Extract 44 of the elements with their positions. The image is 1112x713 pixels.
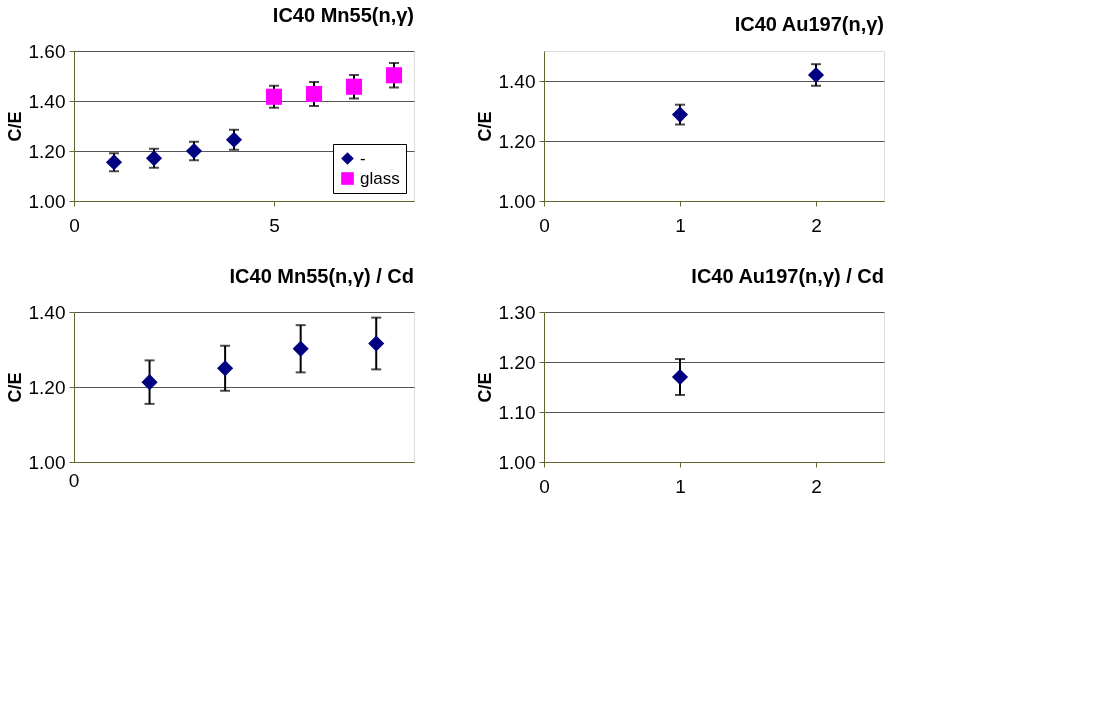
y-tick-label: 1.20 bbox=[28, 140, 66, 162]
y-tick-label: 1.30 bbox=[498, 301, 536, 323]
y-tick-label: 1.00 bbox=[498, 190, 536, 212]
y-tick-label: 1.20 bbox=[28, 376, 66, 398]
chart-title: IC40 Mn55(n,γ) bbox=[272, 4, 414, 26]
point bbox=[385, 67, 403, 84]
point bbox=[105, 154, 123, 171]
y-axis-title: C/E bbox=[474, 111, 495, 142]
point bbox=[305, 85, 323, 103]
point bbox=[368, 335, 385, 352]
chart-title: IC40 Au197(n,γ) / Cd bbox=[691, 265, 884, 287]
point bbox=[225, 131, 243, 148]
x-tick-label: 0 bbox=[539, 475, 550, 497]
y-tick-label: 1.20 bbox=[498, 130, 536, 152]
x-tick-label: 1 bbox=[675, 475, 686, 497]
point bbox=[265, 88, 283, 105]
y-tick-label: 1.00 bbox=[28, 190, 66, 212]
x-tick-label: 0 bbox=[69, 214, 80, 236]
y-tick-label: 1.60 bbox=[28, 40, 66, 62]
point bbox=[185, 142, 203, 160]
y-axis-title: C/E bbox=[4, 372, 25, 403]
y-tick-label: 1.00 bbox=[498, 451, 536, 473]
point bbox=[217, 360, 234, 377]
x-tick-label: 0 bbox=[539, 214, 550, 236]
y-tick-label: 1.10 bbox=[498, 401, 536, 423]
y-tick-label: 1.40 bbox=[28, 301, 66, 323]
x-tick-label: 5 bbox=[269, 214, 280, 236]
legend-label: - bbox=[360, 148, 366, 168]
y-axis-title: C/E bbox=[4, 111, 25, 142]
y-tick-label: 1.40 bbox=[28, 90, 66, 112]
chart-title: IC40 Au197(n,γ) bbox=[734, 13, 884, 35]
point bbox=[345, 78, 363, 95]
x-tick-label: 1 bbox=[675, 214, 686, 236]
point bbox=[145, 150, 163, 167]
x-tick-label: 2 bbox=[811, 214, 822, 236]
y-tick-label: 1.40 bbox=[498, 70, 536, 92]
y-axis-title: C/E bbox=[474, 372, 495, 403]
y-tick-label: 1.20 bbox=[498, 351, 536, 373]
point bbox=[292, 340, 309, 357]
y-tick-label: 1.00 bbox=[28, 451, 66, 473]
point bbox=[141, 374, 158, 391]
chart-title: IC40 Mn55(n,γ) / Cd bbox=[229, 265, 414, 287]
legend-label: glass bbox=[360, 168, 400, 188]
x-tick-label: 2 bbox=[811, 475, 822, 497]
